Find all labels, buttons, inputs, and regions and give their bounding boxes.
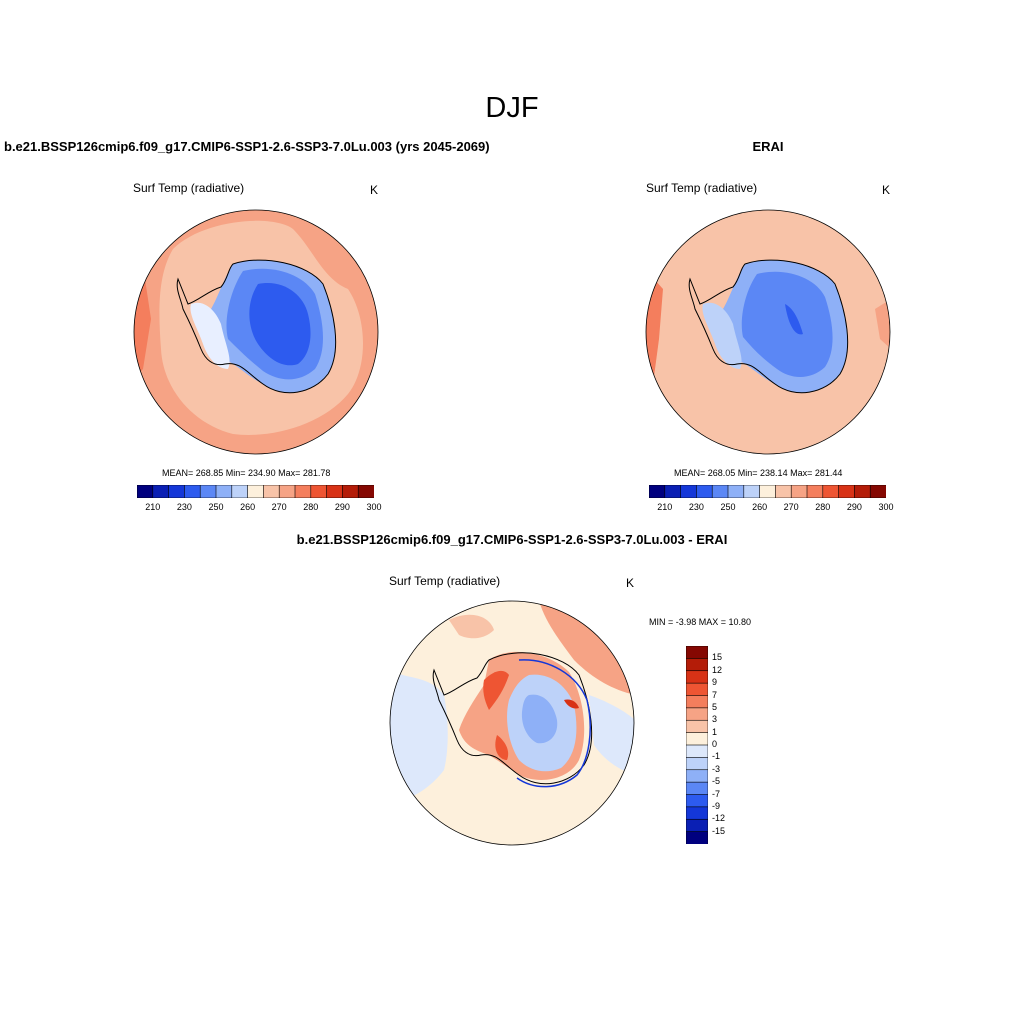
obs-colorbar-tick-label: 300 [878,502,894,512]
obs-colorbar-tick-label: 230 [688,502,704,512]
model-stats: MEAN= 268.85 Min= 234.90 Max= 281.78 [162,468,331,478]
figure-title: DJF [485,92,539,124]
diff-colorbar-tick-label: -7 [712,788,721,799]
model-colorbar-tick-label: 270 [271,502,287,512]
diff-colorbar-tick-label: 1 [712,726,718,737]
model-colorbar-swatch [137,485,154,498]
diff-colorbar-tick-label: 12 [712,664,723,675]
obs-colorbar-swatch [711,485,729,498]
model-colorbar-swatch [184,485,201,498]
obs-colorbar-tick-label: 260 [752,502,768,512]
model-colorbar-swatch [199,485,217,498]
diff-colorbar-tick-label: -12 [712,813,726,824]
model-colorbar-tick-label: 280 [303,502,319,512]
diff-colorbar-swatch [686,831,708,844]
model-colorbar: 210 230 250 260 270 280 290 300 [137,485,382,512]
obs-colorbar-swatch [727,485,745,498]
obs-polar-map [645,209,891,455]
diff-colorbar-tick-label: 9 [712,677,718,688]
obs-colorbar-swatch [664,485,682,498]
diff-colorbar-tick-label: -9 [712,800,721,811]
model-colorbar-swatch [326,485,344,498]
diff-variable-label: Surf Temp (radiative) [389,574,501,588]
model-units-label: K [370,183,379,197]
model-colorbar-swatch [310,485,328,498]
obs-colorbar-swatch [854,485,871,498]
obs-colorbar-swatch [696,485,713,498]
obs-colorbar-swatch [806,485,824,498]
model-polar-map [133,209,379,455]
model-colorbar-tick-label: 260 [240,502,256,512]
model-colorbar-swatch [357,485,374,498]
obs-colorbar-swatch [775,485,792,498]
model-colorbar-swatch [231,485,249,498]
obs-variable-label: Surf Temp (radiative) [646,181,758,195]
diff-colorbar-tick-label: -15 [712,825,726,836]
model-colorbar-tick-label: 250 [208,502,224,512]
obs-colorbar-tick-label: 250 [720,502,736,512]
model-colorbar-swatch [215,485,233,498]
model-colorbar-swatch [263,485,280,498]
diff-colorbar-tick-label: -3 [712,763,721,774]
model-colorbar-swatch [342,485,359,498]
model-panel-title: b.e21.BSSP126cmip6.f09_g17.CMIP6-SSP1-2.… [4,139,490,154]
model-colorbar-swatch [168,485,186,498]
diff-units-label: K [626,576,635,590]
obs-panel-title: ERAI [752,139,784,154]
obs-colorbar-tick-label: 280 [815,502,831,512]
obs-colorbar-swatch [790,485,808,498]
diff-colorbar-tick-label: -5 [712,776,721,787]
obs-units-label: K [882,183,891,197]
model-colorbar-swatch [152,485,170,498]
obs-colorbar-swatch [743,485,761,498]
obs-colorbar-swatch [649,485,666,498]
diff-colorbar-tick-label: 0 [712,739,718,749]
obs-colorbar-swatch [822,485,840,498]
diff-panel-title: b.e21.BSSP126cmip6.f09_g17.CMIP6-SSP1-2.… [296,532,728,547]
diff-colorbar-tick-label: 7 [712,689,718,700]
obs-colorbar-swatch [869,485,886,498]
diff-colorbar: 15 12 9 7 5 3 1 0 -1 -3 -5 -7 -9 -12 -15 [686,646,746,844]
obs-colorbar-tick-label: 270 [783,502,799,512]
model-colorbar-swatch [294,485,312,498]
diff-colorbar-tick-label: 3 [712,714,718,725]
obs-colorbar-swatch [680,485,698,498]
model-colorbar-tick-label: 290 [334,502,350,512]
obs-colorbar: 210 230 250 260 270 280 290 300 [649,485,894,512]
diff-stats: MIN = -3.98 MAX = 10.80 [649,617,752,627]
model-variable-label: Surf Temp (radiative) [133,181,245,195]
obs-colorbar-tick-label: 290 [846,502,862,512]
obs-colorbar-swatch [759,485,776,498]
model-colorbar-swatch [278,485,296,498]
model-colorbar-tick-label: 300 [366,502,382,512]
model-colorbar-tick-label: 230 [176,502,192,512]
obs-colorbar-tick-label: 210 [657,502,673,512]
diff-colorbar-tick-label: -1 [712,751,721,762]
diff-colorbar-tick-label: 5 [712,701,718,712]
diff-colorbar-tick-label: 15 [712,652,723,663]
model-colorbar-swatch [247,485,264,498]
diff-polar-map [389,600,635,846]
obs-stats: MEAN= 268.05 Min= 238.14 Max= 281.44 [674,468,843,478]
obs-colorbar-swatch [838,485,856,498]
model-colorbar-tick-label: 210 [145,502,161,512]
